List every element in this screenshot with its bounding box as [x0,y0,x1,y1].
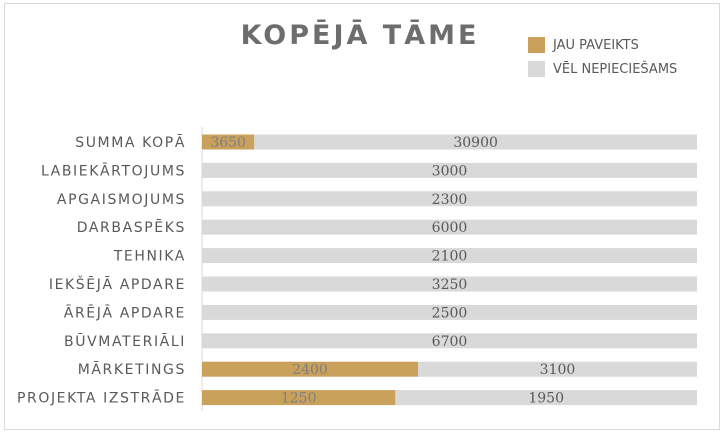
data-label-remaining-marketings: 3100 [540,362,576,378]
data-label-done-summa-kopa: 3650 [210,135,246,151]
data-label-remaining-summa-kopa: 30900 [453,135,498,151]
data-label-remaining-projekta-izstrade: 1950 [528,391,564,407]
data-label-remaining-iekseja-apdare: 3250 [432,277,468,293]
bar-remaining-darbaspeks [202,219,697,235]
bar-remaining-projekta-izstrade [395,390,697,406]
data-label-remaining-areja-apdare: 2500 [432,305,468,321]
legend: JAU PAVEIKTS VĒL NEPIECIEŠAMS [528,33,677,81]
data-label-remaining-tehnika: 2100 [432,249,468,265]
category-label-summa-kopa: SUMMA KOPĀ [75,134,186,151]
data-label-done-projekta-izstrade: 1250 [281,391,317,407]
data-label-remaining-apgaismojums: 2300 [432,192,468,208]
legend-item-done: JAU PAVEIKTS [528,33,677,57]
bar-remaining-buvmateriali [202,333,697,349]
bar-remaining-apgaismojums [202,191,697,207]
category-label-buvmateriali: BŪVMATERIĀLI [64,333,186,350]
category-label-areja-apdare: ĀRĒJĀ APDARE [64,304,186,321]
data-label-remaining-darbaspeks: 6000 [432,220,468,236]
legend-swatch-remaining [528,61,545,77]
bar-done-summa-kopa [202,134,255,150]
category-label-apgaismojums: APGAISMOJUMS [57,192,186,208]
category-label-iekseja-apdare: IEKŠĒJĀ APDARE [49,275,186,293]
legend-item-remaining: VĒL NEPIECIEŠAMS [528,57,677,81]
category-label-darbaspeks: DARBASPĒKS [77,219,186,236]
category-label-projekta-izstrade: PROJEKTA IZSTRĀDE [17,390,186,407]
legend-label-done: JAU PAVEIKTS [553,37,639,53]
chart-title: KOPĒJĀ TĀME [240,20,480,51]
data-label-remaining-labiekartojums: 3000 [432,163,468,179]
data-label-done-marketings: 2400 [292,362,328,378]
bar-remaining-marketings [418,361,697,377]
legend-label-remaining: VĒL NEPIECIEŠAMS [553,61,678,77]
category-label-labiekartojums: LABIEKĀRTOJUMS [41,162,186,179]
bar-done-projekta-izstrade [202,390,396,406]
bar-remaining-labiekartojums [202,162,697,178]
chart-frame [4,3,720,430]
bar-remaining-summa-kopa [254,134,698,150]
legend-swatch-done [528,37,545,53]
bar-remaining-iekseja-apdare [202,276,697,292]
bar-remaining-areja-apdare [202,304,697,320]
category-label-tehnika: TEHNIKA [113,249,186,265]
data-label-remaining-buvmateriali: 6700 [432,334,468,350]
bar-done-marketings [202,361,418,377]
bar-remaining-tehnika [202,248,697,264]
category-label-marketings: MĀRKETINGS [78,361,186,378]
